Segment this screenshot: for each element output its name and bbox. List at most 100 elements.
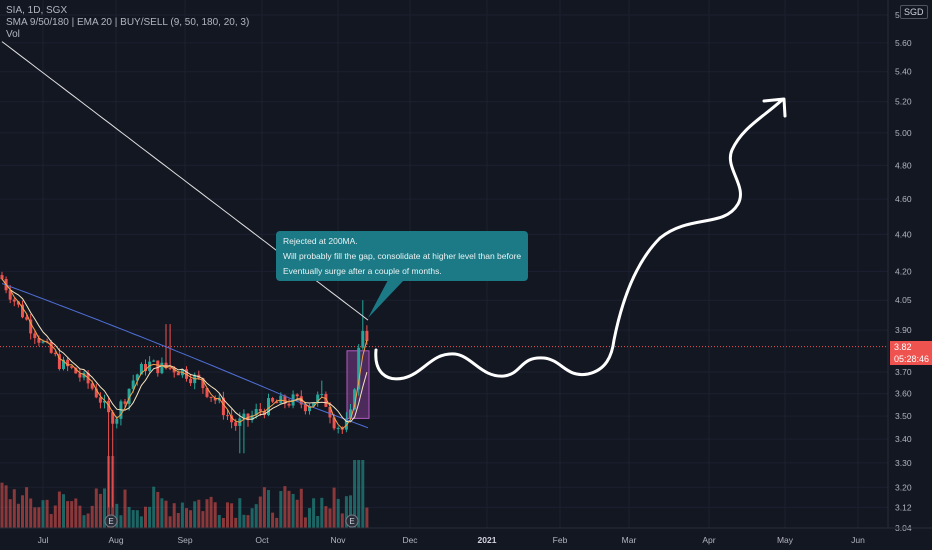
symbol-title[interactable]: SIA, 1D, SGX (6, 5, 68, 16)
currency-badge[interactable]: SGD (900, 5, 928, 19)
price-tick-label: 4.20 (895, 266, 912, 276)
volume-bar (127, 506, 131, 528)
volume-bar (29, 498, 33, 528)
candle-body (312, 403, 316, 407)
candle-body (271, 398, 275, 402)
candle-body (328, 406, 332, 418)
volume-bar (230, 503, 234, 528)
volume-bar (49, 514, 53, 528)
volume-bar (267, 490, 270, 528)
candle-body (324, 394, 328, 407)
price-tick-label: 4.40 (895, 229, 912, 239)
price-tick-label: 4.05 (895, 295, 912, 305)
time-tick-label: Mar (622, 535, 637, 545)
volume-bar (160, 498, 164, 528)
volume-bar (189, 510, 193, 528)
volume-bar (172, 503, 176, 528)
price-tick-label: 3.40 (895, 434, 912, 444)
earnings-marker (345, 514, 359, 528)
time-axis[interactable]: Jul Aug Sep Oct Nov Dec 2021 Feb Mar Apr May Jun (0, 527, 932, 545)
candle-body (365, 330, 369, 342)
volume-bar (303, 517, 307, 528)
volume-bar (139, 516, 143, 528)
candle-body (201, 378, 205, 389)
volume-bar (205, 499, 209, 528)
volume-bar (86, 513, 90, 528)
candle-body (361, 330, 365, 348)
volume-bar (242, 514, 246, 528)
volume-bar (221, 517, 225, 528)
annotation-pointer (368, 280, 404, 318)
candle-body (303, 404, 307, 412)
candle-body (66, 359, 70, 367)
candle-body (316, 394, 320, 404)
candle-body (164, 362, 168, 368)
candle-body (111, 412, 115, 424)
volume-bar (57, 491, 61, 528)
volume-bar (197, 499, 201, 528)
candle-body (156, 360, 160, 374)
sma9-line (1, 278, 368, 430)
volume-bar (258, 496, 262, 528)
candle-body (213, 397, 217, 401)
time-tick-label: Jul (38, 535, 49, 545)
volume-bar (213, 502, 217, 528)
candle-body (308, 406, 311, 412)
annotation-line-2: Will probably fill the gap, consolidate … (283, 251, 521, 261)
candle-body (70, 366, 74, 368)
volume-bar (238, 498, 242, 528)
price-tick-label: 5.20 (895, 97, 912, 107)
volume-bar (217, 515, 221, 528)
candle-body (49, 341, 53, 353)
candle-body (94, 388, 98, 398)
volume-bar (201, 511, 205, 528)
volume-bar (193, 501, 197, 528)
candle-body (12, 299, 16, 302)
volume-bar (66, 501, 70, 528)
volume-bar (328, 508, 332, 528)
volume-bar (291, 493, 295, 528)
candle-body (279, 395, 283, 404)
volume-bar (62, 494, 65, 528)
annotation-callout[interactable]: Rejected at 200MA. Will probably fill th… (276, 231, 528, 281)
candle-body (336, 427, 340, 429)
volume-label[interactable]: Vol (6, 29, 20, 40)
candle-body (37, 338, 41, 343)
candle-body (41, 341, 45, 343)
price-axis[interactable]: 5.805.605.405.205.004.804.604.404.204.05… (887, 0, 912, 533)
volume-bar (361, 460, 365, 528)
price-tick-label: 5.00 (895, 128, 912, 138)
candle-body (250, 415, 254, 421)
volume-bar (131, 510, 135, 528)
candle-body (74, 367, 78, 374)
candle-body (16, 301, 20, 305)
candle-body (8, 290, 12, 300)
indicator-list[interactable]: SMA 9/50/180 | EMA 20 | BUY/SELL (9, 50,… (6, 17, 250, 28)
price-tick-label: 3.20 (895, 482, 912, 492)
candle-body (262, 411, 266, 416)
volume-bar (119, 515, 123, 528)
volume-bar (123, 489, 127, 528)
annotation-line-1: Rejected at 200MA. (283, 236, 358, 246)
candle-body (189, 378, 193, 384)
time-tick-label: 2021 (478, 535, 497, 545)
candle-body (254, 408, 258, 416)
volume-bar (16, 503, 20, 528)
earnings-marker (104, 514, 118, 528)
volume-bar (82, 515, 86, 528)
candle-body (353, 389, 357, 410)
volume-bar (324, 506, 328, 528)
volume-bar (45, 499, 49, 528)
volume-bar (349, 495, 352, 528)
volume-bar (180, 502, 184, 528)
volume-bar (25, 487, 29, 528)
volume-bar (275, 517, 279, 528)
candle-body (205, 388, 209, 397)
candle-body (287, 403, 291, 406)
candle-body (160, 362, 164, 374)
candle-body (123, 401, 127, 404)
candle-body (267, 398, 270, 416)
volume-bar (332, 487, 336, 528)
